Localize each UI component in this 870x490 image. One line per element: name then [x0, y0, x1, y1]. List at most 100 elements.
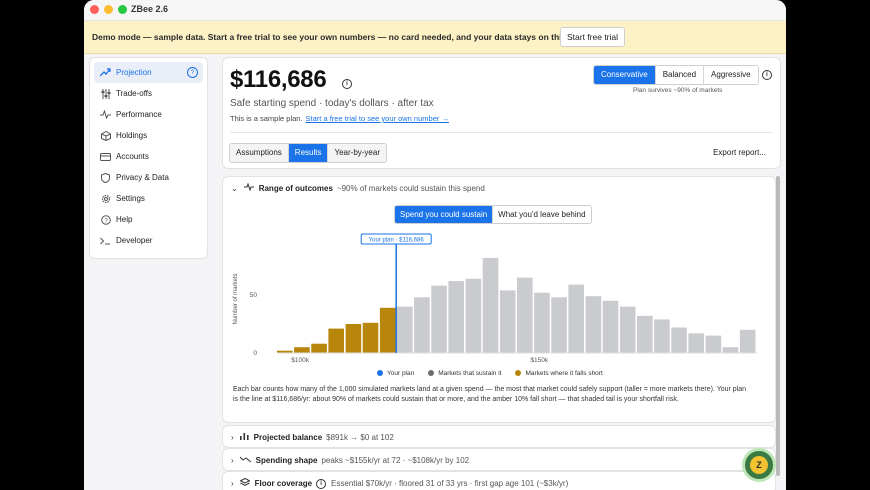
chevron-right-icon: ›: [231, 479, 234, 488]
histogram-bar: [345, 324, 362, 353]
results-tabs: Assumptions Results Year-by-year: [229, 143, 387, 163]
chevron-right-icon: ›: [231, 432, 234, 442]
window-title: ZBee 2.6: [131, 4, 169, 14]
sidebar-item-holdings[interactable]: Holdings: [94, 125, 203, 146]
tab-assumptions[interactable]: Assumptions: [230, 144, 288, 162]
info-icon[interactable]: i: [342, 79, 352, 89]
toggle-leave-behind[interactable]: What you'd leave behind: [492, 206, 591, 223]
histogram-bar: [277, 350, 293, 353]
histogram-bar: [311, 343, 327, 353]
layers-icon: [239, 477, 251, 489]
bee-mascot-icon: Z: [750, 456, 768, 474]
histogram-bar: [328, 328, 344, 353]
sliders-icon: [100, 88, 111, 99]
assistant-button[interactable]: Z: [742, 448, 776, 482]
histogram-bar: [619, 306, 636, 353]
chevron-down-icon: ⌄: [231, 183, 238, 193]
close-window-button[interactable]: [90, 5, 99, 14]
plan-label: Your plan · $116,686: [369, 238, 425, 244]
sidebar-item-trade-offs[interactable]: Trade-offs: [94, 83, 203, 104]
range-title: Range of outcomes: [258, 183, 333, 193]
zoom-window-button[interactable]: [118, 5, 127, 14]
sidebar-item-label: Help: [116, 215, 133, 224]
sidebar-item-privacy[interactable]: Privacy & Data: [94, 167, 203, 188]
histogram-bar: [414, 297, 430, 353]
section-title: Floor coverage: [254, 479, 313, 488]
range-of-outcomes-section: ⌄ Range of outcomes ~90% of markets coul…: [222, 176, 776, 423]
tab-results[interactable]: Results: [287, 144, 328, 162]
y-tick-label: 0: [253, 350, 257, 357]
app-window: ZBee 2.6 Demo mode — sample data. Start …: [84, 0, 786, 490]
sidebar-item-help[interactable]: ? Help: [94, 209, 203, 230]
spending-shape-section[interactable]: › Spending shape peaks ~$155k/yr at 72 ·…: [222, 448, 776, 471]
section-title: Spending shape: [255, 455, 318, 465]
legend-your-plan: Your plan: [377, 370, 414, 377]
tab-year-by-year[interactable]: Year-by-year: [327, 144, 386, 162]
legend-sustain: Markets that sustain it: [428, 370, 501, 377]
histogram-bar: [671, 327, 687, 353]
section-detail: peaks ~$155k/yr at 72 · ~$108k/yr by 102: [321, 455, 470, 465]
sidebar-item-label: Holdings: [116, 131, 148, 140]
risk-option-conservative[interactable]: Conservative: [594, 66, 655, 84]
sidebar-item-performance[interactable]: Performance: [94, 104, 203, 125]
sidebar-item-developer[interactable]: Developer: [94, 230, 203, 251]
shield-icon: [100, 172, 111, 183]
histogram-bar: [568, 284, 584, 353]
risk-option-balanced[interactable]: Balanced: [654, 66, 704, 84]
start-free-trial-button[interactable]: Start free trial: [560, 27, 626, 47]
x-tick-label: $100k: [291, 357, 309, 364]
demo-banner-text: Demo mode — sample data. Start a free tr…: [92, 32, 588, 42]
sidebar-item-accounts[interactable]: Accounts: [94, 146, 203, 167]
sample-note: This is a sample plan. Start a free trial…: [230, 114, 449, 123]
range-subtitle: ~90% of markets could sustain this spend: [336, 183, 485, 193]
title-bar: ZBee 2.6: [84, 0, 786, 21]
sidebar-item-label: Settings: [116, 194, 145, 203]
trend-icon: [100, 67, 111, 78]
histogram-bar: [534, 292, 550, 353]
sidebar-item-label: Projection: [116, 68, 152, 77]
histogram-bar: [517, 277, 533, 353]
demo-banner: Demo mode — sample data. Start a free tr…: [84, 21, 786, 54]
histogram-bar: [482, 257, 499, 353]
minimize-window-button[interactable]: [104, 5, 113, 14]
histogram-bar: [499, 290, 516, 353]
start-trial-link[interactable]: Start a free trial to see your own numbe…: [305, 114, 449, 123]
toggle-spend-sustain[interactable]: Spend you could sustain: [395, 206, 493, 223]
sidebar: Projection ? Trade-offs Performance Hold…: [89, 57, 208, 259]
histogram-bar: [448, 281, 464, 353]
outcome-histogram: Number of markets 0 50 Your plan · $116,686…: [233, 233, 757, 364]
histogram-bar: [379, 307, 396, 353]
risk-option-aggressive[interactable]: Aggressive: [703, 66, 758, 84]
floor-info-icon[interactable]: i: [316, 478, 327, 489]
sidebar-item-label: Accounts: [116, 152, 149, 161]
sidebar-item-label: Performance: [116, 110, 162, 119]
sidebar-item-label: Developer: [116, 236, 153, 245]
pulse-icon: [243, 182, 254, 193]
floor-coverage-section[interactable]: › Floor coverage i Essential $70k/yr · f…: [222, 471, 776, 490]
bars-icon: [239, 432, 249, 442]
outcome-toggle: Spend you could sustain What you'd leave…: [394, 205, 592, 224]
risk-info-icon[interactable]: i: [762, 70, 772, 80]
histogram-bar: [362, 322, 379, 353]
summary-card: $116,686 i Safe starting spend · today's…: [222, 57, 781, 169]
sidebar-item-settings[interactable]: Settings: [94, 188, 203, 209]
help-badge-icon[interactable]: ?: [187, 67, 198, 78]
chart-explanation: Each bar counts how many of the 1,000 si…: [233, 386, 747, 403]
cube-icon: [100, 130, 111, 141]
svg-text:?: ?: [104, 217, 108, 224]
export-report-button[interactable]: Export report...: [713, 148, 766, 157]
card-icon: [100, 151, 111, 162]
sample-note-text: This is a sample plan.: [230, 114, 303, 123]
risk-segmented-control: Conservative Balanced Aggressive: [593, 65, 759, 85]
histogram-bar: [465, 278, 482, 353]
range-header[interactable]: ⌄ Range of outcomes ~90% of markets coul…: [231, 182, 485, 193]
survival-note: Plan survives ~90% of markets: [633, 87, 723, 94]
projected-balance-section[interactable]: › Projected balance $891k → $0 at 102: [222, 425, 776, 448]
pulse-icon: [100, 109, 111, 120]
question-icon: ?: [100, 214, 111, 225]
scrollbar[interactable]: [776, 176, 780, 476]
sidebar-item-projection[interactable]: Projection ?: [94, 62, 203, 83]
histogram-bar: [294, 347, 310, 353]
sidebar-item-label: Privacy & Data: [116, 173, 169, 182]
chevron-right-icon: ›: [231, 455, 234, 465]
